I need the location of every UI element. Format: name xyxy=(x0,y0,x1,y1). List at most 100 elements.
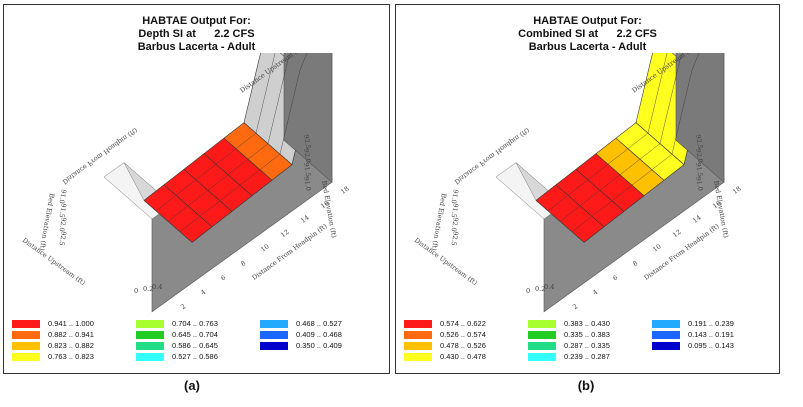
legend-swatch xyxy=(528,353,556,362)
x-tick-label: 12 xyxy=(279,228,290,239)
z-tick-label-left: 91.0 xyxy=(450,189,460,205)
legend-item: 0.383 .. 0.430 xyxy=(528,319,610,329)
legend-label: 0.941 .. 1.000 xyxy=(48,319,94,328)
y-tick-label: 0.2 xyxy=(535,285,545,293)
bed-grid-line xyxy=(179,53,308,233)
title-line-1: HABTAE Output For: xyxy=(533,15,642,27)
legend-swatch xyxy=(404,353,432,362)
legend-item: 0.287 .. 0.335 xyxy=(528,341,610,351)
x-tick-label: 12 xyxy=(671,228,682,239)
z-tick-label: 92.0 xyxy=(694,148,704,164)
legend-item: 0.645 .. 0.704 xyxy=(136,330,218,340)
legend-item: 0.335 .. 0.383 xyxy=(528,330,610,340)
chart-title: HABTAE Output For: Depth SI at 2.2 CFS B… xyxy=(4,15,389,54)
legend-label: 0.704 .. 0.763 xyxy=(172,319,218,328)
x-tick-label: 4 xyxy=(591,288,599,297)
bed-grid-line xyxy=(167,53,291,222)
legend-label: 0.882 .. 0.941 xyxy=(48,330,94,339)
legend-swatch xyxy=(136,320,164,329)
bed-grid-line xyxy=(155,53,276,212)
legend-label: 0.383 .. 0.430 xyxy=(564,319,610,328)
legend-swatch xyxy=(12,342,40,351)
legend-swatch xyxy=(528,342,556,351)
z-axis-label-left: Bed Elevation (ft) xyxy=(430,193,448,252)
z-tick-label-left: 92.5 xyxy=(58,231,68,247)
z-tick-label: 92.5 xyxy=(302,134,312,150)
legend-label: 0.409 .. 0.468 xyxy=(296,330,342,339)
z-axis-label-left: Bed Elevation (ft) xyxy=(38,193,56,252)
x-tick-label: 4 xyxy=(199,288,207,297)
right-end-face xyxy=(283,53,333,183)
legend-label: 0.287 .. 0.335 xyxy=(564,341,610,350)
z-tick-label: 92.0 xyxy=(302,148,312,164)
title-line-2: Depth SI at 2.2 CFS xyxy=(138,28,255,40)
x-tick-label: 16 xyxy=(319,199,330,210)
legend-label: 0.526 .. 0.574 xyxy=(440,330,486,339)
legend-swatch xyxy=(12,320,40,329)
legend-item: 0.882 .. 0.941 xyxy=(12,330,94,340)
legend-swatch xyxy=(528,331,556,340)
legend-label: 0.430 .. 0.478 xyxy=(440,352,486,361)
legend-label: 0.350 .. 0.409 xyxy=(296,341,342,350)
legend-item: 0.586 .. 0.645 xyxy=(136,341,218,351)
surface-plot: 024681012141618Distance From Headpin (ft… xyxy=(413,53,743,313)
legend-swatch xyxy=(260,320,288,329)
x-tick-label: 2 xyxy=(571,302,579,311)
legend-swatch xyxy=(404,320,432,329)
legend-label: 0.527 .. 0.586 xyxy=(172,352,218,361)
legend-swatch xyxy=(12,331,40,340)
legend-item: 0.823 .. 0.882 xyxy=(12,341,94,351)
legend-swatch xyxy=(12,353,40,362)
legend-swatch xyxy=(136,342,164,351)
z-tick-label: 91.0 xyxy=(302,176,312,192)
legend-item: 0.191 .. 0.239 xyxy=(652,319,734,329)
x-tick-label: 2 xyxy=(179,302,187,311)
legend-swatch xyxy=(528,320,556,329)
x-tick-label: 14 xyxy=(299,213,310,224)
z-tick-label-left: 92.0 xyxy=(450,217,460,233)
chart-panel-a: HABTAE Output For: Depth SI at 2.2 CFS B… xyxy=(3,4,390,374)
y-tick-label: 0 xyxy=(134,287,138,295)
y-tick-label: 0.4 xyxy=(544,283,554,291)
y-tick-label: 0.2 xyxy=(143,285,153,293)
z-tick-label: 91.5 xyxy=(694,162,704,178)
y-tick-label: 0 xyxy=(526,287,530,295)
panel-caption-b: (b) xyxy=(577,378,595,393)
legend-item: 0.095 .. 0.143 xyxy=(652,341,734,351)
z-tick-label-left: 92.0 xyxy=(58,217,68,233)
y-tick-label: 0.4 xyxy=(152,283,162,291)
x-tick-label: 6 xyxy=(219,274,227,283)
z-tick-label-left: 91.5 xyxy=(58,203,68,219)
x-tick-label: 18 xyxy=(339,185,350,196)
z-tick-label: 91.0 xyxy=(694,176,704,192)
legend-swatch xyxy=(652,331,680,340)
legend-item: 0.350 .. 0.409 xyxy=(260,341,342,351)
legend-label: 0.478 .. 0.526 xyxy=(440,341,486,350)
legend-label: 0.239 .. 0.287 xyxy=(564,352,610,361)
legend-swatch xyxy=(652,320,680,329)
legend-label: 0.586 .. 0.645 xyxy=(172,341,218,350)
x-tick-label: 10 xyxy=(259,242,270,253)
x-tick-label: 6 xyxy=(611,274,619,283)
legend-label: 0.645 .. 0.704 xyxy=(172,330,218,339)
legend-label: 0.095 .. 0.143 xyxy=(688,341,734,350)
legend-label: 0.143 .. 0.191 xyxy=(688,330,734,339)
z-tick-label: 91.5 xyxy=(302,162,312,178)
legend-item: 0.526 .. 0.574 xyxy=(404,330,486,340)
z-tick-label: 92.5 xyxy=(694,134,704,150)
chart-panel-b: HABTAE Output For: Combined SI at 2.2 CF… xyxy=(395,4,780,374)
bed-grid-line xyxy=(547,53,668,212)
legend-label: 0.335 .. 0.383 xyxy=(564,330,610,339)
legend-item: 0.763 .. 0.823 xyxy=(12,352,94,362)
x-tick-label: 14 xyxy=(691,213,702,224)
chart-title: HABTAE Output For: Combined SI at 2.2 CF… xyxy=(396,15,779,54)
x-tick-label: 8 xyxy=(631,259,639,268)
title-line-3: Barbus Lacerta - Adult xyxy=(137,41,256,53)
legend-label: 0.763 .. 0.823 xyxy=(48,352,94,361)
legend-swatch xyxy=(260,331,288,340)
legend-item: 0.478 .. 0.526 xyxy=(404,341,486,351)
bed-grid-line xyxy=(559,53,683,222)
x-tick-label: 8 xyxy=(239,259,247,268)
legend-label: 0.468 .. 0.527 xyxy=(296,319,342,328)
legend-swatch xyxy=(136,331,164,340)
